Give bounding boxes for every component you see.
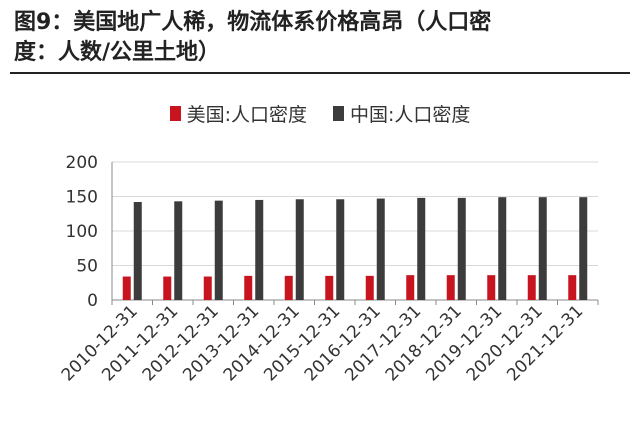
y-tick-label: 150 <box>66 188 98 208</box>
bar-china <box>457 197 466 300</box>
bar-china <box>255 199 264 300</box>
bar-usa <box>244 275 253 300</box>
y-tick-label: 200 <box>66 153 98 173</box>
y-tick-label: 50 <box>76 257 98 277</box>
bar-usa <box>122 276 131 300</box>
bar-usa <box>406 275 415 300</box>
legend-swatch-usa <box>169 106 181 121</box>
y-tick-label: 100 <box>66 222 98 242</box>
bar-usa <box>527 275 536 300</box>
chart-legend: 美国:人口密度 中国:人口密度 <box>0 100 640 127</box>
legend-label-china: 中国:人口密度 <box>350 104 471 126</box>
title-divider <box>10 72 630 74</box>
bar-usa <box>487 275 496 300</box>
legend-swatch-china <box>333 106 344 121</box>
bar-usa <box>365 275 374 300</box>
bar-china <box>214 200 223 300</box>
chart-title: 图9：美国地广人稀，物流体系价格高昂（人口密 度：人数/公里土地） <box>14 8 626 68</box>
bar-china <box>174 201 183 300</box>
chart-title-line-2: 度：人数/公里土地） <box>14 40 221 65</box>
bar-china <box>579 197 588 300</box>
bar-china <box>336 199 345 300</box>
bar-usa <box>284 275 293 300</box>
bar-china <box>498 197 507 300</box>
bar-usa <box>203 276 212 300</box>
chart-title-line-1: 图9：美国地广人稀，物流体系价格高昂（人口密 <box>14 10 492 35</box>
legend-item-china: 中国:人口密度 <box>333 100 470 127</box>
bar-china <box>295 199 304 300</box>
bar-usa <box>163 276 172 300</box>
bar-china <box>417 197 426 300</box>
bar-usa <box>446 275 455 300</box>
legend-label-usa: 美国:人口密度 <box>186 104 307 126</box>
bar-china <box>538 197 547 300</box>
bar-china <box>376 198 385 300</box>
bar-usa <box>568 275 577 300</box>
bar-usa <box>325 275 334 300</box>
y-tick-label: 0 <box>87 291 98 311</box>
legend-item-usa: 美国:人口密度 <box>169 100 307 127</box>
bar-china <box>133 202 142 300</box>
